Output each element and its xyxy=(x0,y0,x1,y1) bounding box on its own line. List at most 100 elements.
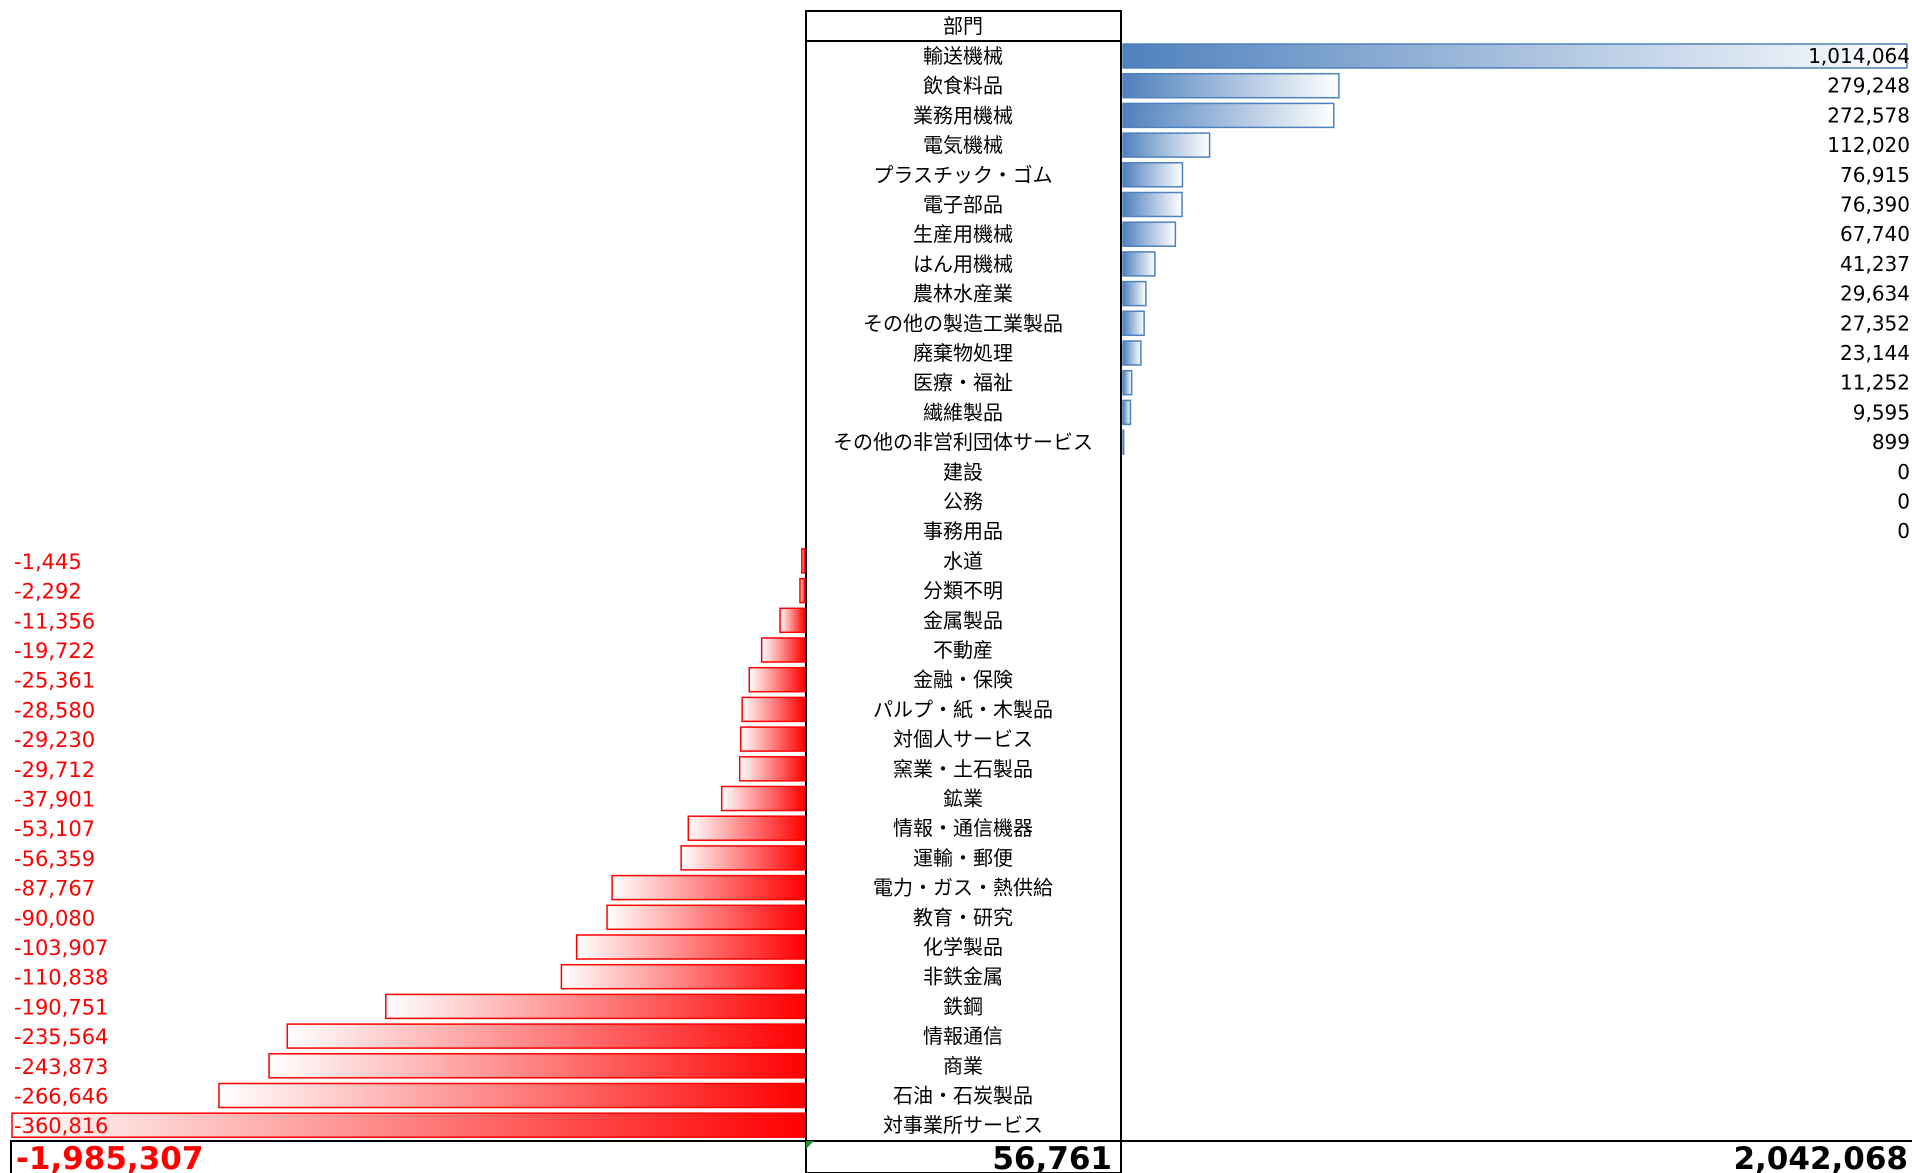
category-label: 窯業・土石製品 xyxy=(893,757,1033,781)
category-label: 建設 xyxy=(943,460,983,484)
positive-bar xyxy=(1122,429,1125,455)
positive-value-label: 67,740 xyxy=(1840,222,1910,246)
negative-value-label: -29,712 xyxy=(14,758,95,782)
positive-bar xyxy=(1122,221,1177,247)
category-label: 不動産 xyxy=(933,638,993,662)
category-label: 金融・保険 xyxy=(913,668,1013,692)
negative-bar xyxy=(611,874,806,901)
positive-bar xyxy=(1122,251,1156,277)
positive-value-label: 41,237 xyxy=(1840,252,1910,276)
category-label: その他の製造工業製品 xyxy=(863,311,1063,335)
negative-value-label: -103,907 xyxy=(14,936,108,960)
negative-bar xyxy=(218,1082,806,1109)
negative-bar xyxy=(720,785,806,812)
positive-value-label: 1,014,064 xyxy=(1808,44,1910,68)
cell-marker-icon xyxy=(806,1141,814,1149)
positive-bars xyxy=(1122,43,1908,455)
category-label: 農林水産業 xyxy=(913,282,1013,306)
category-label: 石油・石炭製品 xyxy=(893,1084,1033,1108)
negative-value-label: -19,722 xyxy=(14,639,95,663)
negative-bar xyxy=(799,577,806,604)
category-label: 輸送機械 xyxy=(923,44,1003,68)
negative-bar xyxy=(575,934,806,960)
category-label: 廃棄物処理 xyxy=(913,341,1013,365)
category-label: 対事業所サービス xyxy=(883,1113,1043,1137)
negative-value-label: -235,564 xyxy=(14,1025,108,1049)
positive-bar xyxy=(1122,191,1183,218)
negative-value-label: -37,901 xyxy=(14,788,95,812)
category-labels: 輸送機械飲食料品業務用機械電気機械プラスチック・ゴム電子部品生産用機械はん用機械… xyxy=(833,44,1093,1137)
category-label: 業務用機械 xyxy=(913,103,1013,127)
negative-value-label: -29,230 xyxy=(14,728,95,752)
positive-value-label: 9,595 xyxy=(1853,400,1910,424)
negative-bar xyxy=(738,756,806,782)
category-label: パルプ・紙・木製品 xyxy=(873,697,1053,721)
negative-bar xyxy=(268,1053,806,1079)
negative-bar xyxy=(741,696,806,723)
positive-value-label: 29,634 xyxy=(1840,282,1910,306)
category-label: 飲食料品 xyxy=(923,74,1003,98)
negative-value-label: -360,816 xyxy=(14,1114,108,1138)
negative-bar xyxy=(385,993,806,1020)
positive-value-label: 272,578 xyxy=(1827,103,1910,127)
category-label: 水道 xyxy=(943,549,983,573)
category-label: はん用機械 xyxy=(913,252,1013,276)
positive-value-label: 0 xyxy=(1897,519,1910,543)
negative-value-label: -56,359 xyxy=(14,847,95,871)
positive-bar xyxy=(1122,369,1133,396)
negative-bar xyxy=(11,1112,806,1138)
category-label: 鉄鋼 xyxy=(943,994,983,1018)
negative-bar xyxy=(748,666,806,693)
negative-bar xyxy=(687,815,806,841)
category-label: 医療・福祉 xyxy=(913,371,1013,395)
positive-value-label: 76,915 xyxy=(1840,163,1910,187)
negative-value-label: -2,292 xyxy=(14,580,82,604)
negative-value-label: -110,838 xyxy=(14,966,108,990)
positive-bar xyxy=(1122,162,1184,188)
negative-bar xyxy=(740,726,806,752)
category-label: 事務用品 xyxy=(923,519,1003,543)
positive-value-label: 0 xyxy=(1897,490,1910,514)
total-positive: 2,042,068 xyxy=(1733,1141,1908,1173)
total-negative: -1,985,307 xyxy=(16,1141,203,1173)
negative-bar xyxy=(801,548,806,574)
category-label: 運輸・郵便 xyxy=(913,846,1013,870)
negative-value-label: -1,445 xyxy=(14,550,82,574)
category-label: 金属製品 xyxy=(923,608,1003,632)
negative-value-label: -11,356 xyxy=(14,609,95,633)
negative-bars xyxy=(11,548,806,1138)
category-label: 商業 xyxy=(943,1054,983,1078)
negative-value-label: -243,873 xyxy=(14,1055,108,1079)
negative-bar xyxy=(779,607,806,634)
category-label: 鉱業 xyxy=(943,787,983,811)
positive-bar xyxy=(1122,43,1908,69)
category-label: 繊維製品 xyxy=(923,400,1003,424)
negative-value-label: -87,767 xyxy=(14,877,95,901)
positive-value-label: 112,020 xyxy=(1827,133,1910,157)
negative-bar xyxy=(286,1023,806,1049)
positive-bar xyxy=(1122,399,1132,426)
negative-bar xyxy=(760,637,806,663)
category-label: プラスチック・ゴム xyxy=(873,163,1052,187)
category-column-frame xyxy=(805,10,1122,1173)
positive-value-label: 23,144 xyxy=(1840,341,1910,365)
negative-value-label: -25,361 xyxy=(14,669,95,693)
category-label: 教育・研究 xyxy=(913,905,1013,929)
positive-value-label: 76,390 xyxy=(1840,193,1910,217)
positive-value-label: 899 xyxy=(1872,430,1910,454)
positive-bar xyxy=(1122,280,1147,307)
category-label: 情報通信 xyxy=(923,1024,1003,1048)
negative-bar xyxy=(560,963,806,990)
positive-bar xyxy=(1122,72,1340,99)
category-label: 電子部品 xyxy=(923,193,1003,217)
negative-bar xyxy=(680,845,806,871)
negative-value-labels: -1,445 -2,292 -11,356 -19,722 -25,361 -28,580… xyxy=(14,550,108,1138)
positive-value-labels: 1,014,064 279,248 272,578 112,020 76,915 76,3… xyxy=(1808,44,1910,543)
category-label: 公務 xyxy=(943,490,983,514)
positive-bar xyxy=(1122,132,1211,158)
category-label: 電力・ガス・熱供給 xyxy=(873,876,1053,900)
category-header: 部門 xyxy=(943,14,983,38)
positive-value-label: 279,248 xyxy=(1827,74,1910,98)
total-net: 56,761 xyxy=(992,1141,1112,1173)
